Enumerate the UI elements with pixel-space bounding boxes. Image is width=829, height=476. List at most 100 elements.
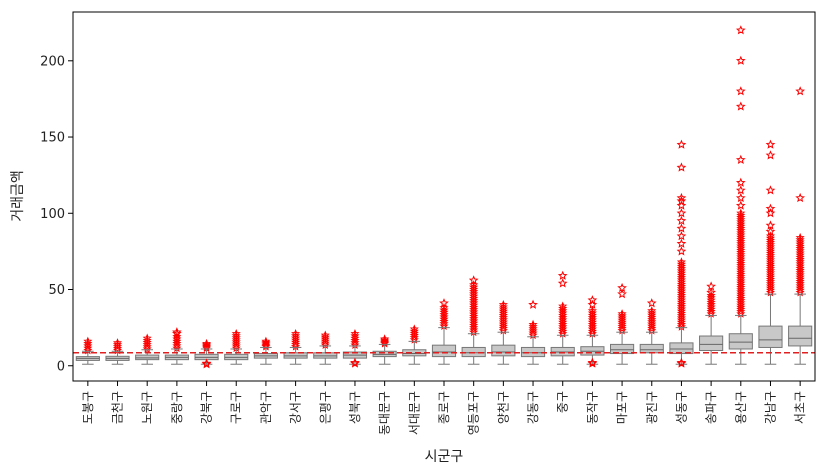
box-group-1	[75, 336, 100, 365]
outlier-point	[706, 287, 716, 297]
y-tick-label: 150	[40, 131, 65, 146]
box-group-2	[105, 338, 130, 365]
outlier-point	[676, 215, 687, 226]
x-tick-label: 광진구	[645, 391, 659, 424]
iqr-box	[669, 342, 694, 355]
outlier-point	[676, 162, 687, 172]
outlier-point	[646, 298, 657, 308]
x-tick-label: 강남구	[763, 391, 777, 424]
outlier-point	[676, 246, 687, 256]
box-group-21	[669, 139, 694, 368]
iqr-box	[788, 325, 813, 347]
x-tick-label: 은평구	[318, 391, 332, 424]
outlier-point	[735, 185, 746, 195]
y-tick-label: 50	[48, 283, 65, 298]
outlier-point	[172, 328, 182, 338]
outlier-point	[617, 288, 627, 299]
x-tick-label: 금천구	[110, 391, 125, 424]
x-tick-label: 서초구	[793, 391, 807, 424]
x-axis: 도봉구 금천구 노원구 중랑구 강북구 구로구 관악구 강서구 은평구 성북구 동대문구 서대문구 종로…	[81, 381, 807, 435]
box-group-12	[402, 324, 427, 365]
x-tick-label: 중랑구	[170, 391, 184, 424]
outlier-point	[765, 220, 776, 230]
iqr-box	[639, 343, 664, 354]
outlier-point	[201, 358, 212, 368]
outlier-cluster	[795, 232, 805, 297]
box-group-9	[313, 330, 338, 365]
outlier-cluster	[350, 328, 360, 350]
outlier-point	[350, 357, 360, 367]
x-tick-label: 양천구	[495, 391, 510, 424]
x-tick-label: 용산구	[734, 391, 748, 424]
plot-area	[73, 25, 815, 369]
outlier-cluster	[439, 303, 449, 330]
outlier-point	[676, 192, 687, 203]
outlier-point	[439, 298, 449, 308]
outlier-point	[735, 192, 746, 203]
box-group-7	[253, 336, 278, 365]
box-group-14	[461, 275, 486, 365]
outlier-point	[735, 177, 746, 187]
outlier-point	[676, 139, 687, 149]
y-axis: 0 50 100 150 200	[40, 54, 73, 374]
box-group-24	[758, 139, 783, 365]
x-axis-title: 시군구	[425, 449, 464, 465]
y-tick-label: 200	[40, 54, 65, 69]
box-group-4	[164, 327, 189, 365]
box-group-25	[788, 86, 813, 365]
box-group-16	[520, 299, 546, 365]
box-group-15	[491, 299, 516, 365]
x-tick-label: 노원구	[140, 391, 154, 424]
iqr-box	[610, 343, 635, 355]
box-group-3	[135, 333, 160, 365]
x-tick-label: 구로구	[229, 391, 243, 424]
outlier-point	[557, 270, 568, 280]
outlier-cluster	[291, 328, 301, 351]
outlier-point	[676, 195, 687, 206]
outlier-cluster	[587, 306, 597, 338]
outlier-cluster	[558, 301, 568, 338]
outlier-point	[617, 282, 627, 293]
x-tick-label: 강서구	[289, 391, 303, 424]
box-group-22	[699, 281, 724, 365]
iqr-box	[520, 346, 546, 358]
iqr-box	[491, 344, 516, 357]
x-tick-label: 강동구	[526, 391, 540, 424]
outlier-point	[676, 231, 687, 241]
box-group-18	[580, 295, 605, 368]
outlier-point	[795, 86, 806, 96]
outlier-point	[765, 226, 776, 236]
outlier-point	[765, 185, 776, 195]
outlier-cluster	[528, 319, 538, 340]
outlier-cluster	[469, 280, 479, 337]
outlier-cluster	[676, 257, 686, 331]
outlier-point	[676, 357, 687, 367]
x-tick-label: 성북구	[348, 391, 362, 424]
iqr-box	[758, 325, 783, 348]
outlier-point	[765, 139, 776, 149]
outlier-cluster	[409, 324, 419, 344]
box-group-10	[342, 328, 368, 368]
x-tick-label: 성동구	[674, 391, 688, 424]
x-tick-label: 강북구	[200, 391, 214, 424]
outlier-cluster	[765, 231, 776, 297]
outlier-point	[557, 278, 568, 288]
iqr-box	[728, 333, 753, 350]
box-group-17	[550, 270, 575, 365]
outlier-point	[706, 281, 716, 291]
outlier-point	[676, 208, 687, 218]
y-axis-title: 거래금액	[10, 170, 26, 222]
x-tick-label: 도봉구	[81, 391, 95, 424]
outlier-cluster	[736, 208, 746, 318]
outlier-cluster	[231, 328, 241, 353]
iqr-box	[699, 335, 724, 352]
x-tick-label: 동작구	[585, 391, 599, 424]
box-group-20	[639, 298, 664, 365]
outlier-point	[676, 238, 687, 248]
box-group-11	[372, 334, 397, 365]
outlier-point	[587, 295, 598, 305]
outlier-point	[735, 25, 746, 35]
outlier-point	[735, 55, 746, 65]
x-tick-label: 송파구	[704, 391, 718, 424]
outlier-cluster	[647, 306, 657, 335]
